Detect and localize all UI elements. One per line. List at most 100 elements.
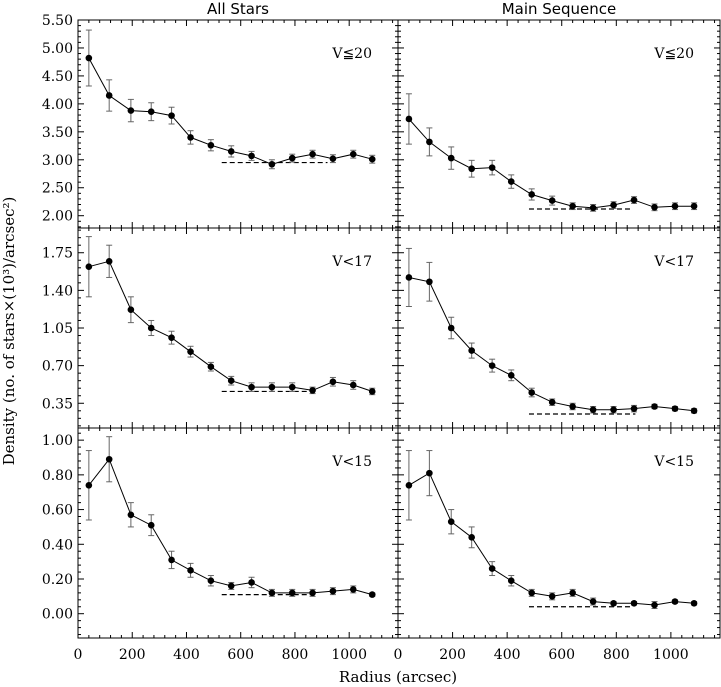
data-point	[268, 160, 276, 168]
data-point	[127, 107, 135, 114]
data-point	[105, 455, 113, 463]
data-point	[630, 196, 638, 204]
y-tick-label: 0.20	[42, 572, 73, 588]
data-point	[105, 92, 113, 99]
column-title-main-sequence: Main Sequence	[502, 0, 617, 18]
y-tick-label: 1.75	[42, 246, 73, 262]
data-point	[447, 324, 455, 332]
data-point	[309, 150, 316, 158]
data-point	[187, 567, 194, 574]
data-point	[329, 155, 337, 162]
data-point	[405, 274, 413, 281]
y-tick-label: 4.50	[42, 69, 73, 85]
y-tick-label: 0.40	[42, 537, 73, 553]
data-point	[349, 381, 357, 389]
data-point	[630, 405, 638, 412]
data-point	[468, 534, 475, 541]
data-point	[248, 152, 255, 160]
data-point	[248, 383, 255, 391]
data-point	[127, 511, 135, 519]
data-point	[671, 598, 679, 605]
data-point	[168, 334, 175, 341]
data-point	[349, 150, 357, 158]
data-point	[690, 599, 698, 607]
density-profile-line	[408, 277, 695, 412]
data-point	[569, 403, 576, 410]
x-tick-label: 600	[227, 647, 254, 663]
data-point	[468, 347, 475, 354]
data-point	[288, 383, 296, 391]
data-point	[447, 518, 455, 526]
data-point	[589, 406, 597, 414]
x-tick-label: 1000	[331, 647, 367, 663]
panel-0: 5.50 5.00 4.50 4.00 3.50 3.00 2.50 2.00 V≦20	[42, 13, 399, 229]
data-point	[147, 108, 155, 115]
data-point	[147, 324, 155, 332]
data-point	[168, 112, 175, 119]
x-tick-label: 800	[282, 647, 309, 663]
data-point	[488, 362, 496, 369]
y-tick-label: 1.00	[42, 433, 73, 449]
panel-5: V<15	[397, 427, 721, 639]
data-point	[248, 579, 255, 586]
data-point	[147, 521, 155, 529]
data-point	[507, 178, 515, 185]
density-profile-line	[408, 472, 695, 606]
data-point	[651, 403, 658, 410]
data-point	[368, 155, 376, 163]
data-point	[227, 148, 235, 155]
data-point	[426, 138, 433, 146]
y-axis-title: Density (no. of stars×(10³)/arcsec²)	[0, 197, 18, 466]
data-point	[488, 565, 496, 572]
data-point	[651, 601, 658, 609]
data-point	[569, 202, 576, 210]
magnitude-limit-label: V<15	[653, 454, 694, 470]
data-point	[85, 263, 93, 271]
density-profile-line	[88, 260, 373, 392]
x-tick-label: 600	[548, 647, 575, 663]
data-point	[288, 589, 296, 597]
data-point	[207, 577, 215, 585]
y-tick-label: 5.50	[42, 13, 73, 29]
magnitude-limit-label: V<17	[331, 254, 372, 270]
data-point	[405, 115, 413, 123]
data-point	[309, 387, 316, 394]
y-tick-label: 2.50	[42, 181, 73, 197]
y-tick-label: 0.70	[42, 359, 73, 375]
data-point	[569, 589, 576, 597]
panel-4: 1.00 0.80 0.60 0.40 0.20 0.00 V<15	[42, 427, 399, 639]
y-tick-label: 0.00	[42, 607, 73, 623]
data-point	[288, 154, 296, 162]
data-point	[268, 589, 276, 597]
data-point	[610, 599, 617, 607]
data-point	[507, 372, 515, 379]
data-point	[426, 469, 433, 477]
panel-1: V≦20	[397, 19, 721, 229]
magnitude-limit-label: V<17	[653, 254, 694, 270]
data-point	[127, 306, 135, 314]
data-point	[528, 191, 536, 198]
data-point	[268, 383, 276, 391]
data-point	[368, 388, 376, 395]
x-tick-label: 800	[603, 647, 630, 663]
data-point	[690, 407, 698, 415]
data-point	[528, 589, 536, 597]
y-tick-label: 4.00	[42, 97, 73, 113]
data-point	[630, 599, 638, 607]
data-point	[329, 378, 337, 386]
y-tick-label: 0.60	[42, 503, 73, 519]
y-tick-label: 3.50	[42, 125, 73, 141]
data-point	[168, 556, 175, 564]
data-point	[589, 204, 597, 212]
data-point	[651, 204, 658, 211]
data-point	[349, 586, 357, 593]
panel-2: 1.75 1.40 1.05 0.70 0.35 V<17	[42, 227, 399, 429]
data-point	[85, 54, 93, 62]
x-tick-label: 400	[173, 647, 200, 663]
data-point	[548, 593, 556, 600]
data-point	[426, 278, 433, 286]
data-point	[207, 363, 215, 371]
data-point	[690, 202, 698, 210]
data-point	[671, 405, 679, 412]
